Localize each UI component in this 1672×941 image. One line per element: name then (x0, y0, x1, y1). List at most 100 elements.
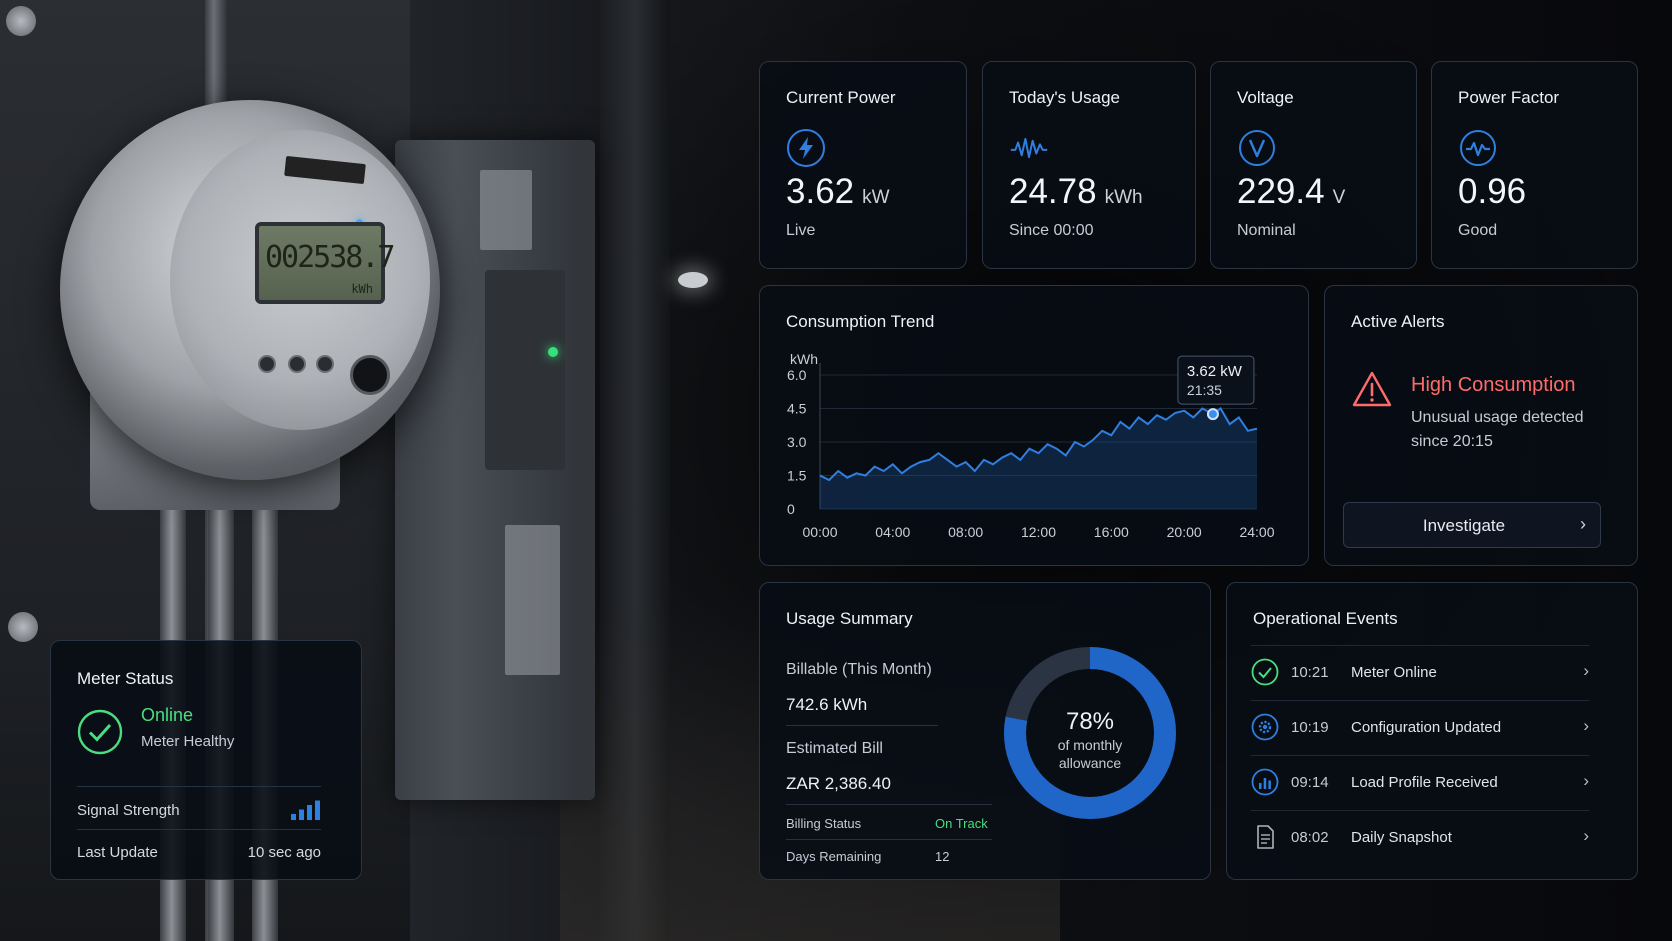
estimated-bill-value: ZAR 2,386.40 (786, 774, 891, 793)
x-tick-label: 04:00 (875, 524, 910, 540)
chevron-right-icon: › (1583, 771, 1589, 790)
kpi-todays-usage[interactable]: Today's Usage 24.78 kWh Since 00:00 (982, 61, 1196, 269)
billable-label: Billable (This Month) (786, 661, 932, 678)
y-axis-label: kWh (790, 351, 818, 367)
signal-bar (315, 800, 320, 820)
days-remaining-value: 12 (935, 849, 950, 864)
x-tick-label: 24:00 (1239, 524, 1274, 540)
consumption-trend-chart[interactable]: kWh 0 1.5 3.0 4.5 6.0 00:00 04:00 08:00 12:00 16… (760, 286, 1310, 567)
kpi-subtitle: Live (786, 222, 816, 239)
signal-row: Signal Strength (77, 800, 321, 820)
y-tick-label: 3.0 (787, 434, 807, 450)
chevron-right-icon: › (1583, 716, 1589, 735)
y-tick-label: 0 (787, 501, 795, 517)
event-row[interactable]: 08:02 Daily Snapshot › (1251, 810, 1589, 862)
donut-caption: allowance (1059, 755, 1121, 771)
kpi-value-row: 229.4 V (1237, 172, 1345, 212)
bolt-icon (787, 129, 825, 167)
investigate-label: Investigate (1422, 516, 1506, 535)
cabinet-label (480, 170, 532, 250)
billing-status-label: Billing Status (786, 816, 862, 831)
investigate-button[interactable]: Investigate › (1343, 502, 1601, 548)
event-time: 10:19 (1291, 719, 1329, 736)
x-tick-label: 00:00 (802, 524, 837, 540)
kpi-title: Power Factor (1458, 88, 1560, 107)
trend-line (819, 407, 1258, 482)
meter-knob (350, 355, 390, 395)
voltage-icon (1239, 130, 1275, 166)
kpi-title: Current Power (786, 88, 896, 107)
event-row[interactable]: 09:14 Load Profile Received › (1251, 755, 1589, 807)
event-time: 09:14 (1291, 774, 1329, 791)
kpi-current-power[interactable]: Current Power 3.62 kW Live (759, 61, 967, 269)
event-row[interactable]: 10:19 Configuration Updated › (1251, 700, 1589, 752)
y-tick-label: 4.5 (787, 401, 807, 417)
donut-progress (1004, 647, 1176, 819)
highlight-point[interactable] (1206, 408, 1219, 421)
active-alerts-panel: Active Alerts High Consumption Unusual u… (1324, 285, 1638, 566)
ceiling-lamp (678, 272, 708, 288)
check-circle-icon (1251, 658, 1279, 686)
estimated-bill-label: Estimated Bill (786, 740, 883, 757)
operational-events-panel: Operational Events 10:21 Meter Online › … (1226, 582, 1638, 880)
kpi-value: 0.96 (1458, 172, 1527, 211)
x-tick-label: 12:00 (1021, 524, 1056, 540)
event-row[interactable]: 10:21 Meter Online › (1251, 645, 1589, 697)
meter-button (258, 355, 276, 373)
meter-button (316, 355, 334, 373)
event-time: 10:21 (1291, 664, 1329, 681)
chevron-right-icon: › (1583, 826, 1589, 845)
check-circle-icon (77, 709, 123, 755)
meter-health: Meter Healthy (141, 733, 235, 750)
x-tick-label: 16:00 (1094, 524, 1129, 540)
kpi-unit: kWh (1104, 187, 1143, 208)
usage-summary-panel: Usage Summary Billable (This Month) 742.… (759, 582, 1211, 880)
meter-status-title: Meter Status (77, 669, 174, 688)
gear-icon (1251, 713, 1279, 741)
y-tick-label: 1.5 (787, 468, 807, 484)
consumption-trend-panel: Consumption Trend kWh 0 1.5 3.0 4.5 6.0 00:0… (759, 285, 1309, 566)
kpi-power-factor[interactable]: Power Factor 0.96 Good (1431, 61, 1638, 269)
signal-bar (291, 814, 296, 820)
status-led (548, 347, 558, 357)
divider (786, 839, 992, 840)
kpi-subtitle: Since 00:00 (1009, 222, 1094, 239)
days-remaining-label: Days Remaining (786, 849, 882, 864)
alert-title: High Consumption (1411, 374, 1576, 396)
meter-status-panel: Meter Status Online Meter Healthy Signal… (50, 640, 362, 880)
allowance-donut: 78% of monthly allowance (1004, 647, 1176, 819)
x-tick-label: 20:00 (1167, 524, 1202, 540)
chevron-right-icon: › (1583, 661, 1589, 680)
signal-strength-icon (291, 800, 320, 820)
last-update-row: Last Update 10 sec ago (77, 844, 321, 861)
kpi-unit: kW (862, 187, 890, 208)
kpi-value-row: 3.62 kW (786, 172, 890, 212)
alert-description: Unusual usage detected since 20:15 (1411, 409, 1584, 450)
tooltip-value: 3.62 kW (1187, 363, 1243, 380)
event-text: Load Profile Received (1351, 774, 1498, 791)
document-icon (1257, 825, 1274, 849)
event-time: 08:02 (1291, 829, 1329, 846)
kpi-voltage[interactable]: Voltage 229.4 V Nominal (1210, 61, 1417, 269)
chevron-right-icon: › (1580, 514, 1586, 534)
kpi-value: 24.78 (1009, 172, 1097, 211)
pulse-icon (1460, 130, 1496, 166)
bar-chart-icon (1251, 768, 1279, 796)
warning-icon (1352, 371, 1392, 407)
kpi-value: 3.62 (786, 172, 855, 211)
donut-percent: 78% (1066, 708, 1114, 735)
screw (6, 6, 36, 36)
cabinet-sticker (505, 525, 560, 675)
last-update-label: Last Update (77, 844, 158, 861)
trend-area (820, 408, 1257, 509)
meter-lcd: 002538.7 kWh (255, 222, 395, 304)
kpi-title: Today's Usage (1009, 88, 1120, 107)
divider (786, 725, 938, 726)
billable-value: 742.6 kWh (786, 695, 868, 714)
kpi-value-row: 0.96 (1458, 172, 1534, 212)
last-update-value: 10 sec ago (247, 844, 321, 861)
kpi-value-row: 24.78 kWh (1009, 172, 1143, 212)
meter-reading: 002538.7 (265, 240, 395, 275)
kpi-subtitle: Good (1458, 222, 1498, 239)
y-tick-label: 6.0 (787, 367, 807, 383)
